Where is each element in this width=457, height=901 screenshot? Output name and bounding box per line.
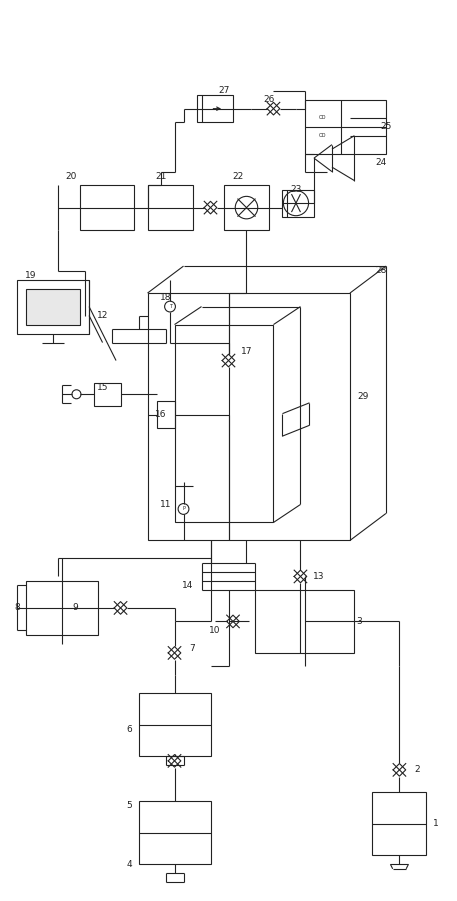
Bar (197, 96, 233, 123)
Text: 2: 2 (414, 765, 420, 774)
Text: 7: 7 (190, 644, 196, 653)
Bar (138, 801, 211, 864)
Text: 9: 9 (73, 604, 79, 613)
Bar (17, 279, 89, 333)
Text: 29: 29 (358, 392, 369, 401)
Text: 16: 16 (155, 410, 167, 419)
Bar (224, 185, 269, 230)
Bar (138, 694, 211, 756)
Text: 27: 27 (218, 86, 230, 96)
Text: 26: 26 (263, 96, 275, 105)
Bar (305, 100, 386, 154)
Text: 20: 20 (65, 171, 77, 180)
Bar (80, 185, 134, 230)
Text: 4: 4 (127, 860, 133, 869)
Text: OD: OD (319, 133, 327, 138)
Text: 21: 21 (155, 171, 167, 180)
Text: 14: 14 (182, 581, 194, 590)
Text: 11: 11 (160, 500, 171, 509)
Text: 8: 8 (14, 604, 20, 613)
Text: 1: 1 (432, 819, 438, 828)
Text: 3: 3 (356, 617, 362, 626)
Bar (94, 383, 121, 405)
Text: 10: 10 (209, 626, 221, 635)
Text: 25: 25 (380, 123, 392, 132)
Text: 23: 23 (290, 185, 302, 194)
Text: 18: 18 (160, 293, 171, 302)
Text: 5: 5 (127, 801, 133, 810)
Text: 13: 13 (313, 572, 324, 581)
Bar (148, 293, 350, 541)
Bar (148, 185, 192, 230)
Text: 24: 24 (376, 158, 387, 167)
Text: 6: 6 (127, 725, 133, 734)
Bar (282, 189, 314, 216)
Text: 19: 19 (25, 270, 37, 279)
Text: 17: 17 (241, 347, 252, 356)
Bar (372, 792, 426, 855)
Bar (157, 401, 175, 428)
Text: 28: 28 (376, 266, 387, 275)
Text: 12: 12 (97, 311, 108, 320)
Bar (26, 288, 80, 324)
Bar (26, 581, 98, 635)
Text: 15: 15 (97, 383, 108, 392)
Text: P: P (182, 506, 185, 512)
Bar (255, 590, 355, 653)
Text: 22: 22 (232, 171, 243, 180)
Bar (175, 324, 273, 523)
Text: T: T (169, 304, 171, 309)
Text: OD: OD (319, 115, 327, 120)
